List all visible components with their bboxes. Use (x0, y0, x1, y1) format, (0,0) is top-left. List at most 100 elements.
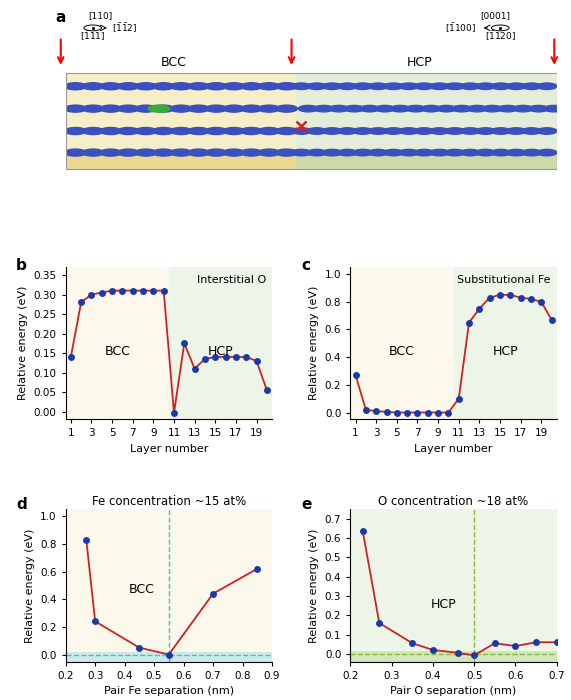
Circle shape (152, 127, 174, 134)
Circle shape (188, 105, 210, 112)
Text: BCC: BCC (104, 346, 130, 358)
Circle shape (421, 106, 441, 112)
Text: BCC: BCC (129, 583, 155, 596)
Bar (66, 267, 169, 419)
Text: HCP: HCP (407, 56, 432, 69)
Circle shape (223, 127, 244, 134)
Circle shape (84, 25, 102, 31)
Circle shape (152, 105, 174, 112)
Bar (169, 267, 272, 419)
Circle shape (240, 149, 262, 156)
Circle shape (206, 149, 227, 156)
Circle shape (118, 149, 139, 156)
Circle shape (82, 149, 104, 156)
Text: c: c (301, 258, 310, 273)
Circle shape (476, 83, 496, 90)
Circle shape (353, 83, 373, 90)
Circle shape (276, 83, 297, 90)
Y-axis label: Relative energy (eV): Relative energy (eV) (18, 286, 28, 400)
X-axis label: Pair O separation (nm): Pair O separation (nm) (391, 686, 517, 696)
Circle shape (482, 106, 502, 112)
Circle shape (152, 149, 174, 156)
Circle shape (291, 83, 311, 90)
Circle shape (506, 149, 526, 156)
Circle shape (460, 149, 480, 156)
Circle shape (170, 127, 192, 134)
Circle shape (353, 149, 373, 156)
Text: [0001]: [0001] (480, 11, 510, 20)
Circle shape (82, 127, 104, 134)
Text: $[\bar{1}100]$: $[\bar{1}100]$ (445, 21, 476, 35)
Circle shape (100, 149, 122, 156)
Circle shape (429, 128, 449, 134)
X-axis label: Layer number: Layer number (130, 444, 208, 454)
Circle shape (414, 149, 434, 156)
Circle shape (368, 149, 388, 156)
Circle shape (445, 83, 465, 90)
Circle shape (429, 149, 449, 156)
Circle shape (170, 83, 192, 90)
Circle shape (337, 149, 357, 156)
Circle shape (506, 128, 526, 134)
Circle shape (384, 83, 403, 90)
Circle shape (399, 128, 419, 134)
Circle shape (65, 105, 86, 112)
Circle shape (452, 106, 472, 112)
Circle shape (100, 105, 122, 112)
Circle shape (118, 83, 139, 90)
Circle shape (368, 83, 388, 90)
Circle shape (329, 106, 349, 112)
Circle shape (384, 149, 403, 156)
Circle shape (291, 149, 311, 156)
Y-axis label: Relative energy (eV): Relative energy (eV) (25, 528, 35, 643)
X-axis label: Pair Fe separation (nm): Pair Fe separation (nm) (104, 686, 234, 696)
Circle shape (460, 128, 480, 134)
Text: $[\bar{1}11]$: $[\bar{1}11]$ (80, 29, 106, 43)
Text: Interstitial O: Interstitial O (196, 275, 266, 285)
Circle shape (391, 106, 410, 112)
Circle shape (258, 127, 280, 134)
Circle shape (307, 128, 327, 134)
Circle shape (360, 106, 380, 112)
Bar (66, 652, 272, 662)
Circle shape (82, 83, 104, 90)
Circle shape (429, 83, 449, 90)
Text: $[\bar{1}\bar{1}2]$: $[\bar{1}\bar{1}2]$ (112, 21, 138, 35)
Circle shape (170, 105, 192, 112)
Circle shape (135, 83, 156, 90)
Circle shape (65, 127, 86, 134)
Circle shape (313, 106, 333, 112)
Circle shape (188, 149, 210, 156)
Circle shape (65, 149, 86, 156)
Circle shape (537, 83, 557, 90)
Circle shape (276, 149, 297, 156)
Circle shape (206, 105, 227, 112)
Circle shape (414, 83, 434, 90)
Y-axis label: Relative energy (eV): Relative energy (eV) (309, 286, 319, 400)
Circle shape (414, 128, 434, 134)
Bar (296, 74, 557, 169)
Circle shape (322, 83, 342, 90)
Text: d: d (16, 497, 27, 512)
Bar (453, 267, 557, 419)
Circle shape (206, 83, 227, 90)
Circle shape (322, 149, 342, 156)
Bar (66, 74, 296, 169)
Text: a: a (56, 10, 66, 25)
Circle shape (188, 127, 210, 134)
Text: b: b (16, 258, 27, 273)
Circle shape (118, 127, 139, 134)
Circle shape (240, 127, 262, 134)
Circle shape (498, 106, 518, 112)
Bar (66, 74, 557, 169)
Bar (351, 651, 557, 661)
Title: Fe concentration ~15 at%: Fe concentration ~15 at% (92, 495, 246, 508)
Text: e: e (301, 497, 311, 512)
Circle shape (399, 83, 419, 90)
Circle shape (491, 149, 511, 156)
Circle shape (258, 83, 280, 90)
Text: HCP: HCP (492, 346, 518, 358)
Circle shape (223, 83, 244, 90)
Text: BCC: BCC (161, 56, 187, 69)
Circle shape (506, 83, 526, 90)
